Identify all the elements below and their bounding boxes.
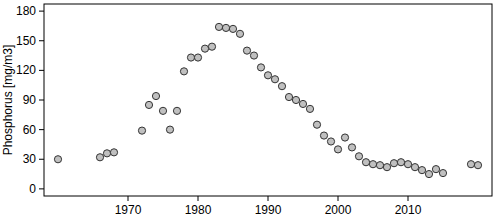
point [327, 138, 334, 145]
x-tick-label: 2000 [325, 203, 352, 217]
point [376, 162, 383, 169]
point [96, 154, 103, 161]
y-axis-label: Phosphorus [mg/m3] [1, 45, 15, 156]
points [54, 23, 481, 177]
point [292, 96, 299, 103]
y-tick [39, 100, 44, 101]
point [299, 100, 306, 107]
x-tick-label: 1970 [115, 203, 142, 217]
point [138, 127, 145, 134]
y-tick-label: 180 [16, 4, 36, 18]
x-tick-label: 1980 [185, 203, 212, 217]
y-tick [39, 40, 44, 41]
chart-svg: 0 30 60 90 120 150 180 1970 1980 1990 2000 2010 Phos… [0, 0, 500, 224]
point [313, 121, 320, 128]
point [145, 101, 152, 108]
point [418, 167, 425, 174]
point [194, 54, 201, 61]
x-tick [338, 196, 339, 201]
point [159, 107, 166, 114]
y-tick-label: 90 [23, 93, 37, 107]
point [250, 52, 257, 59]
y-tick [39, 129, 44, 130]
y-tick [39, 11, 44, 12]
point [334, 146, 341, 153]
point [215, 23, 222, 30]
y-tick-label: 150 [16, 34, 36, 48]
point [439, 169, 446, 176]
point [201, 45, 208, 52]
y-tick-label: 0 [29, 182, 36, 196]
point [110, 149, 117, 156]
point [397, 159, 404, 166]
point [173, 107, 180, 114]
y-tick [39, 70, 44, 71]
point [306, 105, 313, 112]
point [362, 159, 369, 166]
x-tick-label: 2010 [395, 203, 422, 217]
point [355, 153, 362, 160]
point [264, 72, 271, 79]
point [229, 25, 236, 32]
point [187, 54, 194, 61]
point [348, 144, 355, 151]
point [54, 156, 61, 163]
point [166, 126, 173, 133]
point [236, 30, 243, 37]
point [152, 92, 159, 99]
point [278, 83, 285, 90]
point [222, 24, 229, 31]
chart-container: 0 30 60 90 120 150 180 1970 1980 1990 2000 2010 Phos… [0, 0, 500, 224]
point [271, 76, 278, 83]
x-tick [408, 196, 409, 201]
plot-frame [44, 4, 492, 196]
point [243, 47, 250, 54]
y-tick [39, 188, 44, 189]
point [474, 162, 481, 169]
x-tick [198, 196, 199, 201]
point [103, 150, 110, 157]
y-tick-label: 120 [16, 63, 36, 77]
y-tick-label: 60 [23, 123, 37, 137]
point [390, 160, 397, 167]
point [383, 164, 390, 171]
point [411, 164, 418, 171]
point [320, 132, 327, 139]
y-tick-label: 30 [23, 152, 37, 166]
y-tick [39, 159, 44, 160]
point [257, 64, 264, 71]
point [467, 161, 474, 168]
point [369, 161, 376, 168]
point [425, 170, 432, 177]
x-tick [268, 196, 269, 201]
point [285, 93, 292, 100]
point [208, 43, 215, 50]
point [341, 134, 348, 141]
point [404, 161, 411, 168]
point [180, 68, 187, 75]
x-tick-label: 1990 [255, 203, 282, 217]
point [432, 166, 439, 173]
x-tick [128, 196, 129, 201]
